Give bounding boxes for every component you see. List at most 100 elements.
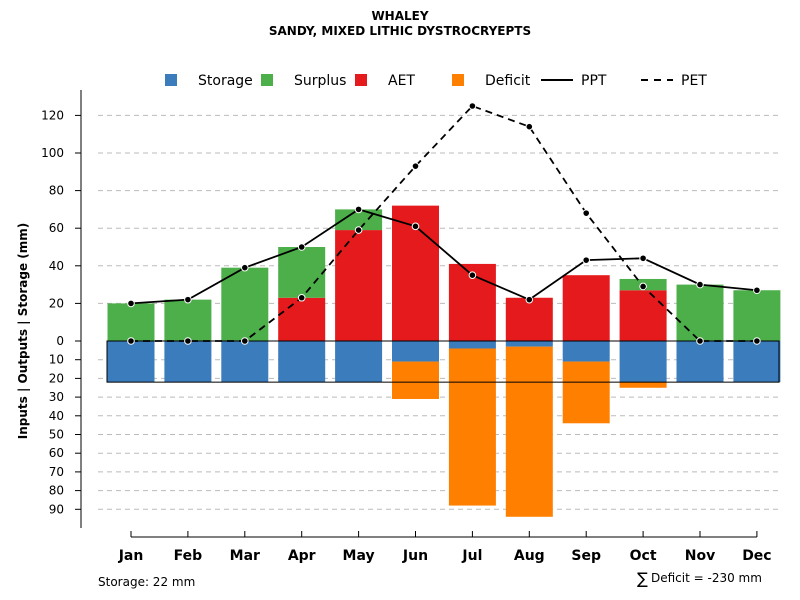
deficit-bar — [392, 361, 439, 399]
x-tick-label: Mar — [230, 548, 260, 564]
y-tick-label: 0 — [56, 334, 64, 348]
ppt-point — [241, 263, 249, 272]
pet-point — [696, 337, 704, 345]
legend-label-ppt: PPT — [581, 73, 607, 89]
ppt-point — [696, 280, 704, 289]
y-tick-label: 100 — [41, 146, 64, 160]
pet-line — [131, 104, 757, 342]
x-tick-label: Dec — [742, 548, 771, 564]
y-tick-label: 50 — [49, 428, 64, 442]
x-tick-label: Jan — [118, 548, 144, 564]
pet-point — [639, 282, 647, 291]
x-tick-label: Oct — [630, 548, 657, 564]
y-tick-label: 40 — [49, 409, 64, 423]
pet-point — [411, 162, 420, 170]
surplus-bar — [278, 247, 326, 298]
ppt-point — [582, 256, 591, 264]
x-tick-label: Apr — [288, 548, 316, 564]
pet-point — [525, 122, 534, 131]
deficit-footnote: Deficit = -230 mm — [651, 571, 762, 585]
legend-label-aet: AET — [388, 73, 415, 89]
ppt-point — [639, 254, 647, 263]
y-tick-label: 60 — [49, 446, 64, 460]
surplus-bar — [164, 299, 212, 341]
y-tick-label: 30 — [49, 390, 64, 404]
pet-point — [753, 337, 761, 345]
aet-bar — [335, 230, 383, 341]
storage-bar — [562, 341, 610, 362]
ppt-point — [468, 271, 477, 280]
storage-bar — [676, 341, 724, 383]
x-tick-label: Feb — [174, 548, 203, 564]
storage-bar — [335, 341, 383, 383]
pet-point — [468, 102, 477, 110]
x-tick-label: Nov — [685, 548, 715, 564]
ppt-point — [127, 299, 135, 308]
aet-bar — [278, 297, 326, 341]
surplus-bar — [335, 209, 383, 231]
storage-bar — [733, 341, 781, 383]
storage-bar — [619, 341, 667, 383]
surplus-bar — [676, 284, 724, 341]
pet-point — [241, 337, 249, 345]
storage-bar — [505, 341, 553, 347]
y-tick-label: 120 — [41, 108, 64, 122]
deficit-bar — [448, 348, 496, 506]
chart-subtitle: SANDY, MIXED LITHIC DYSTROCRYEPTS — [268, 24, 532, 38]
y-tick-label: 70 — [49, 465, 64, 479]
aet-bar — [562, 275, 610, 341]
x-tick-label: Aug — [514, 548, 545, 564]
ppt-point — [184, 295, 192, 304]
ppt-line — [130, 208, 757, 305]
storage-bar — [107, 341, 155, 383]
ppt-point — [354, 205, 363, 214]
y-axis-title: Inputs | Outputs | Storage (mm) — [16, 223, 30, 440]
legend-swatch-aet — [355, 74, 367, 86]
y-tick-label: 80 — [49, 484, 64, 498]
y-tick-label: 20 — [49, 371, 64, 385]
deficit-sum-symbol: ∑ — [637, 569, 648, 588]
y-tick-label: 80 — [49, 184, 64, 198]
storage-bar — [448, 341, 496, 349]
legend-swatch-deficit — [452, 74, 464, 86]
aet-bar — [505, 297, 553, 341]
x-tick-label: May — [343, 548, 375, 564]
ppt-point — [297, 243, 306, 251]
y-tick-label: 90 — [49, 502, 64, 516]
deficit-bar — [619, 382, 667, 388]
pet-point — [354, 226, 363, 234]
storage-bar — [392, 341, 439, 362]
y-tick-label: 10 — [49, 353, 64, 367]
storage-footnote: Storage: 22 mm — [98, 575, 196, 589]
storage-bar — [221, 341, 269, 383]
legend-swatch-storage — [165, 74, 177, 86]
x-tick-label: Jul — [461, 548, 482, 564]
pet-point — [127, 337, 135, 345]
ppt-point — [411, 222, 420, 231]
legend-label-deficit: Deficit — [485, 73, 531, 89]
deficit-bar — [562, 361, 610, 424]
deficit-bar — [505, 346, 553, 517]
pet-point — [184, 337, 192, 345]
ppt-point — [525, 295, 534, 304]
legend-swatch-surplus — [261, 74, 273, 86]
aet-bar — [619, 290, 667, 341]
legend-label-pet: PET — [681, 73, 707, 89]
x-tick-label: Sep — [571, 548, 601, 564]
storage-bar — [278, 341, 326, 383]
pet-point — [297, 293, 306, 302]
surplus-bar — [221, 267, 269, 341]
surplus-bar — [733, 290, 781, 341]
legend-label-surplus: Surplus — [294, 73, 346, 89]
y-tick-label: 40 — [49, 259, 64, 273]
ppt-point — [753, 286, 761, 295]
legend-label-storage: Storage — [198, 73, 253, 89]
y-tick-label: 60 — [49, 221, 64, 235]
y-tick-label: 20 — [49, 296, 64, 310]
surplus-bar — [107, 303, 155, 341]
storage-capacity-box — [106, 340, 780, 383]
storage-bar — [164, 341, 212, 383]
x-tick-label: Jun — [402, 548, 428, 564]
pet-point — [582, 209, 591, 217]
